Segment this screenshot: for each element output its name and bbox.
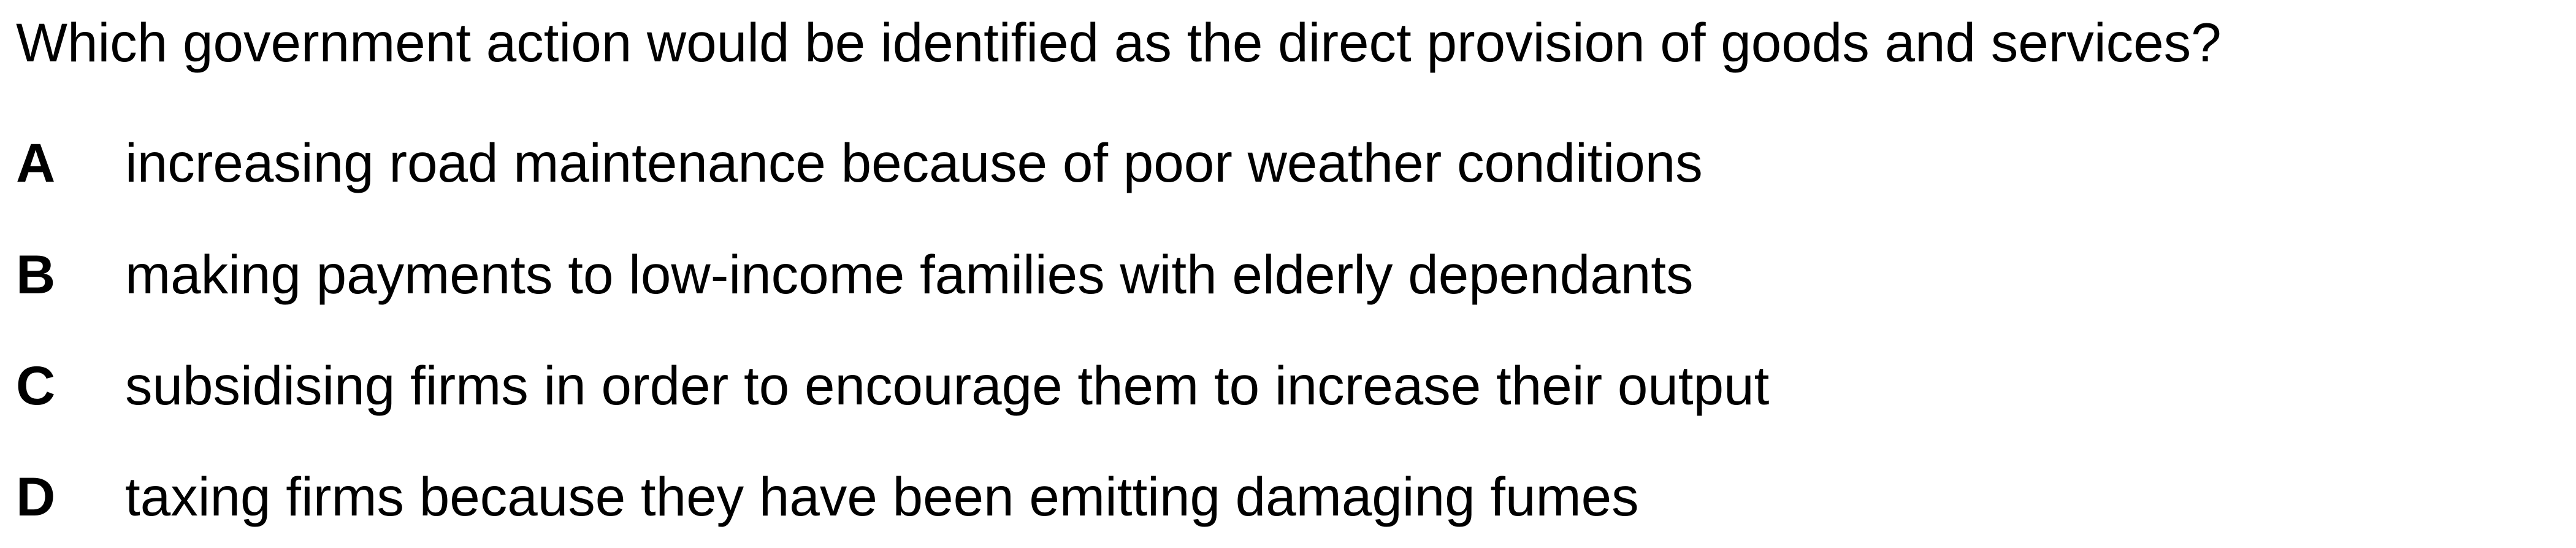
option-text: taxing firms because they have been emit…	[125, 466, 1639, 527]
question-text: Which government action would be identif…	[16, 12, 2222, 73]
option-b: B making payments to low-income families…	[16, 241, 2561, 308]
option-text: subsidising firms in order to encourage …	[125, 355, 1770, 416]
option-d: D taxing firms because they have been em…	[16, 463, 2561, 530]
option-letter: A	[16, 132, 56, 193]
option-c: C subsidising firms in order to encourag…	[16, 352, 2561, 419]
option-letter: B	[16, 244, 56, 305]
option-text: making payments to low-income families w…	[125, 244, 1694, 305]
option-letter: C	[16, 355, 56, 416]
option-a: A increasing road maintenance because of…	[16, 129, 2561, 196]
option-letter: D	[16, 466, 56, 527]
option-text: increasing road maintenance because of p…	[125, 132, 1703, 193]
